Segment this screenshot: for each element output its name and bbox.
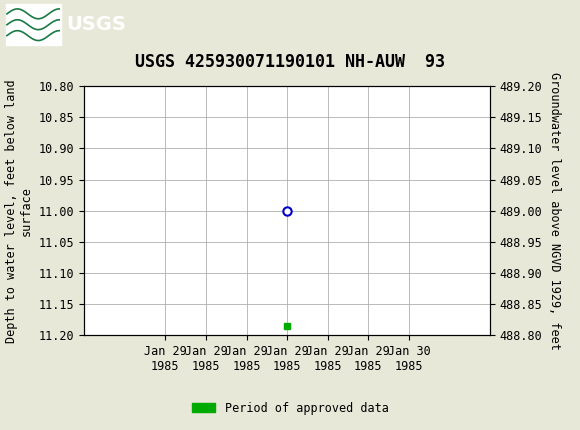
Legend: Period of approved data: Period of approved data [187,397,393,420]
Y-axis label: Groundwater level above NGVD 1929, feet: Groundwater level above NGVD 1929, feet [548,72,561,350]
Bar [6,4,61,45]
Text: USGS 425930071190101 NH-AUW  93: USGS 425930071190101 NH-AUW 93 [135,53,445,71]
Text: USGS: USGS [67,15,126,34]
Y-axis label: Depth to water level, feet below land
surface: Depth to water level, feet below land su… [5,79,33,343]
